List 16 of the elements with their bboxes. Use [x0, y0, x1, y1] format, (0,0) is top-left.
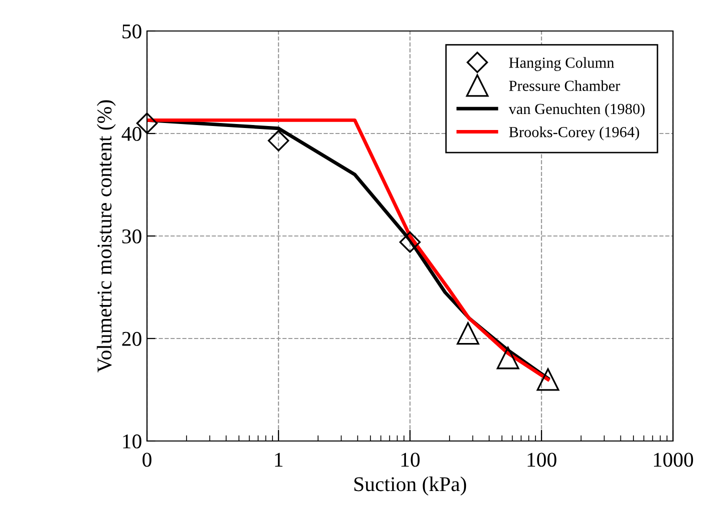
- y-axis-title: Volumetric moisture content (%): [96, 100, 116, 372]
- y-tick-label: 30: [122, 229, 142, 244]
- x-axis-title: Suction (kPa): [354, 476, 466, 496]
- x-tick-label: 1: [275, 452, 282, 467]
- x-tick-label: 1000: [654, 452, 694, 467]
- legend-label: Pressure Chamber: [509, 80, 620, 92]
- y-tick-label: 20: [122, 332, 142, 346]
- y-tick-label: 50: [122, 24, 142, 38]
- y-tick-label: 40: [122, 126, 142, 141]
- legend-label: Hanging Column: [509, 57, 614, 71]
- legend-label: Brooks-Corey (1964): [509, 126, 640, 140]
- legend-label: van Genuchten (1980): [508, 103, 645, 118]
- x-tick-label: 10: [401, 452, 420, 467]
- x-tick-label: 100: [528, 452, 556, 467]
- y-tick-label: 10: [123, 434, 142, 448]
- x-tick-label: 0: [142, 452, 152, 467]
